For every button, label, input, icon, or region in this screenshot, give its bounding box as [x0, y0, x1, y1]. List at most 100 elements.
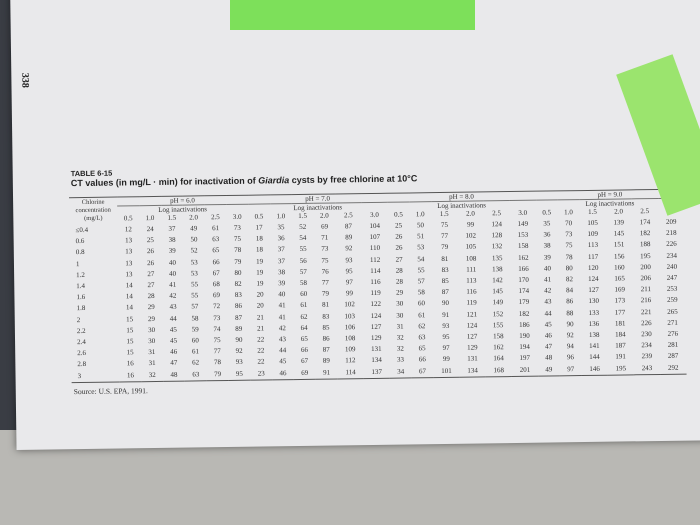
cell: 35 [277, 223, 285, 232]
cell: 31 [148, 359, 156, 368]
ct-table: Chlorine concentration (mg/L) pH = 6.0 pH … [69, 189, 687, 383]
row-label: 0.6 [75, 237, 85, 246]
cell: 21 [256, 313, 264, 322]
cell: 43 [278, 335, 287, 344]
cell: 82 [565, 275, 573, 284]
cell: 139 [613, 218, 625, 227]
cell: 211 [640, 285, 652, 294]
cell: 86 [566, 297, 574, 306]
row-label: 2.2 [76, 326, 86, 335]
cell: 30 [148, 337, 156, 346]
cell: 71 [321, 233, 329, 242]
cell: 57 [191, 302, 199, 311]
cell: 27 [395, 255, 403, 264]
cell: 162 [518, 253, 529, 262]
cell: 145 [492, 287, 503, 296]
cell: 190 [519, 331, 530, 340]
cell: 22 [257, 346, 265, 355]
cell: 134 [467, 366, 478, 375]
cell: 158 [492, 332, 504, 341]
cell: 216 [640, 296, 652, 305]
cell: 73 [213, 313, 221, 322]
row-label: 3 [77, 371, 82, 380]
cell: 66 [418, 355, 426, 364]
cell: 114 [370, 266, 381, 275]
cell: 38 [543, 241, 551, 250]
cell: 48 [170, 370, 178, 379]
cell: 78 [234, 246, 242, 255]
cell: 292 [667, 363, 679, 372]
cell: 83 [234, 291, 242, 300]
cell: 55 [299, 245, 307, 254]
row-label: ≤0.4 [75, 225, 89, 235]
cell: 108 [465, 254, 477, 263]
cell: 265 [667, 307, 678, 316]
cell: 64 [300, 323, 308, 332]
cell: 52 [299, 222, 307, 231]
cell: 144 [589, 353, 600, 362]
cell: 226 [666, 240, 677, 249]
cell: 116 [370, 277, 381, 287]
cell: 88 [566, 308, 574, 317]
cell: 177 [614, 308, 626, 317]
cell: 112 [345, 356, 356, 365]
cell: 47 [170, 359, 178, 368]
cell: 43 [169, 303, 177, 312]
cell: 90 [566, 319, 574, 329]
cell: 36 [277, 234, 285, 243]
cell: 131 [371, 345, 382, 354]
cell: 73 [565, 230, 573, 239]
cell: 151 [613, 240, 625, 250]
cell: 97 [442, 344, 450, 353]
cell: 168 [493, 365, 505, 374]
cell: 137 [371, 367, 383, 376]
cell: 28 [395, 266, 403, 275]
cell: 234 [641, 341, 652, 350]
cell: 138 [588, 330, 600, 339]
cell: 77 [213, 347, 221, 356]
cell: 221 [640, 307, 652, 316]
cell: 116 [466, 287, 477, 296]
cell: 16 [126, 370, 134, 380]
cell: 67 [212, 268, 220, 278]
cell: 243 [641, 363, 653, 372]
row-label: 2 [76, 315, 81, 324]
cell: 30 [396, 299, 404, 309]
cell: 23 [257, 369, 265, 378]
cell: 75 [565, 241, 573, 250]
cell: 53 [417, 243, 425, 252]
book-page: 338 TABLE 6-15 CT values (in mg/L · min)… [10, 0, 700, 450]
cell: 16 [126, 359, 134, 368]
cell: 47 [545, 342, 553, 351]
cell: 103 [344, 311, 356, 320]
cell: 86 [322, 334, 330, 343]
cell: 105 [465, 242, 477, 252]
cell: 136 [588, 319, 600, 328]
cell: 65 [300, 334, 308, 344]
cell: 119 [370, 289, 381, 298]
cell: 104 [369, 221, 380, 231]
cell: 117 [587, 252, 599, 261]
cell: 89 [322, 357, 330, 366]
cell: 44 [279, 346, 287, 355]
cell: 45 [169, 325, 177, 334]
cell: 79 [234, 257, 242, 266]
cell: 45 [169, 336, 178, 345]
cell: 49 [545, 365, 553, 374]
cell: 46 [279, 368, 287, 377]
cell: 85 [441, 276, 449, 286]
cell: 109 [344, 345, 356, 354]
cell: 33 [396, 355, 405, 365]
cell: 119 [466, 298, 477, 308]
cell: 62 [418, 322, 426, 331]
cell: 32 [396, 344, 404, 353]
cell: 81 [441, 254, 449, 263]
cell: 153 [517, 230, 529, 240]
cell: 149 [492, 298, 504, 307]
cell: 80 [234, 268, 242, 277]
cell: 69 [301, 368, 309, 377]
cell: 37 [277, 245, 285, 254]
cell: 12 [124, 225, 132, 234]
cell: 95 [442, 332, 450, 342]
